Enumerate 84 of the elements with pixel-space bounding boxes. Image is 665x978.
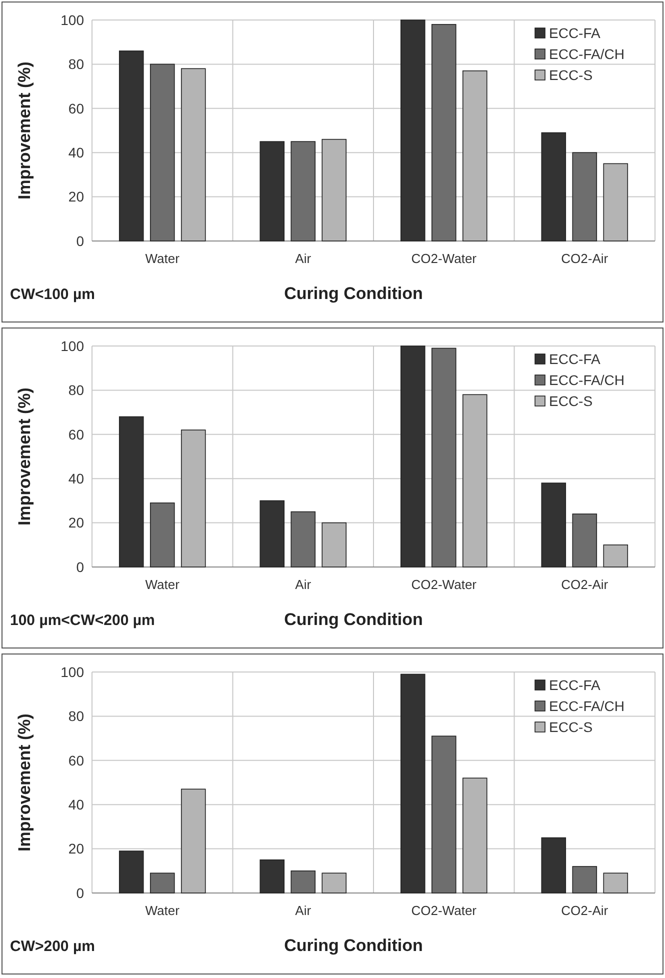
bar bbox=[603, 872, 628, 894]
bar bbox=[118, 50, 144, 242]
y-axis-title: Improvement (%) bbox=[15, 388, 34, 526]
bar bbox=[462, 778, 488, 894]
y-tick-label: 60 bbox=[68, 100, 84, 116]
bar bbox=[150, 872, 175, 894]
bar bbox=[431, 24, 456, 242]
legend-label: ECC-S bbox=[549, 66, 593, 83]
y-tick-label: 40 bbox=[68, 144, 84, 160]
x-tick-label: CO2-Water bbox=[411, 577, 478, 592]
x-tick-label: Water bbox=[145, 251, 180, 266]
bar bbox=[541, 132, 566, 242]
bar bbox=[260, 500, 285, 568]
bar bbox=[150, 64, 175, 242]
y-tick-label: 100 bbox=[60, 12, 84, 28]
legend-label: ECC-FA bbox=[549, 676, 601, 693]
bar bbox=[431, 348, 456, 568]
bar bbox=[462, 394, 488, 568]
y-tick-label: 0 bbox=[76, 884, 84, 901]
bar bbox=[322, 872, 347, 894]
bar bbox=[603, 544, 628, 568]
y-tick-label: 80 bbox=[68, 708, 84, 724]
x-tick-label: CO2-Water bbox=[411, 251, 478, 266]
x-tick-label: CO2-Air bbox=[561, 903, 609, 918]
y-axis-title: Improvement (%) bbox=[15, 62, 34, 200]
bar bbox=[431, 736, 456, 894]
bar bbox=[290, 870, 316, 894]
bar bbox=[118, 416, 144, 568]
y-tick-label: 0 bbox=[76, 558, 84, 575]
text: CW>200 µm bbox=[10, 938, 95, 955]
bar bbox=[462, 70, 488, 242]
bar bbox=[572, 514, 598, 568]
bar bbox=[541, 482, 566, 568]
legend-label: ECC-FA/CH bbox=[549, 372, 624, 388]
y-tick-label: 60 bbox=[68, 752, 84, 768]
x-tick-label: CO2-Water bbox=[411, 903, 478, 918]
legend-label: ECC-S bbox=[549, 392, 593, 409]
bar bbox=[260, 141, 285, 242]
x-tick-label: CO2-Air bbox=[561, 251, 609, 266]
x-tick-label: Air bbox=[295, 903, 312, 918]
y-axis-title: Improvement (%) bbox=[15, 714, 34, 852]
bar bbox=[322, 522, 347, 568]
bar bbox=[400, 674, 426, 894]
bar bbox=[400, 346, 426, 568]
x-tick-label: CO2-Air bbox=[561, 577, 609, 592]
y-tick-label: 100 bbox=[60, 338, 84, 354]
y-tick-label: 40 bbox=[68, 470, 84, 486]
x-axis-title: Curing Condition bbox=[284, 284, 423, 303]
text: 100 µm<CW<200 µm bbox=[10, 612, 155, 629]
bar bbox=[118, 850, 144, 894]
legend-label: ECC-FA/CH bbox=[549, 698, 624, 714]
x-axis-title: Curing Condition bbox=[284, 610, 423, 629]
bar bbox=[603, 163, 628, 242]
bar bbox=[400, 20, 426, 242]
bar bbox=[150, 502, 175, 568]
bar bbox=[541, 837, 566, 894]
x-tick-label: Air bbox=[295, 577, 312, 592]
bar bbox=[180, 430, 206, 568]
y-tick-label: 20 bbox=[68, 514, 84, 531]
bar bbox=[290, 141, 316, 242]
y-tick-label: 60 bbox=[68, 426, 84, 442]
text: CW<100 µm bbox=[10, 286, 95, 303]
bar bbox=[572, 866, 598, 894]
legend-label: ECC-S bbox=[549, 718, 593, 735]
y-tick-label: 0 bbox=[76, 232, 84, 249]
y-tick-label: 80 bbox=[68, 382, 84, 398]
y-tick-label: 80 bbox=[68, 56, 84, 72]
legend-label: ECC-FA bbox=[549, 350, 601, 367]
bar bbox=[260, 859, 285, 894]
x-axis-title: Curing Condition bbox=[284, 936, 423, 955]
y-tick-label: 40 bbox=[68, 796, 84, 812]
x-tick-label: Air bbox=[295, 251, 312, 266]
x-tick-label: Water bbox=[145, 577, 180, 592]
bar bbox=[290, 511, 316, 568]
bar bbox=[180, 68, 206, 242]
bar bbox=[572, 152, 598, 242]
y-tick-label: 100 bbox=[60, 664, 84, 680]
legend-label: ECC-FA bbox=[549, 24, 601, 41]
y-tick-label: 20 bbox=[68, 840, 84, 857]
x-tick-label: Water bbox=[145, 903, 180, 918]
legend-label: ECC-FA/CH bbox=[549, 46, 624, 62]
bar bbox=[180, 788, 206, 894]
bar bbox=[322, 138, 347, 242]
y-tick-label: 20 bbox=[68, 188, 84, 205]
